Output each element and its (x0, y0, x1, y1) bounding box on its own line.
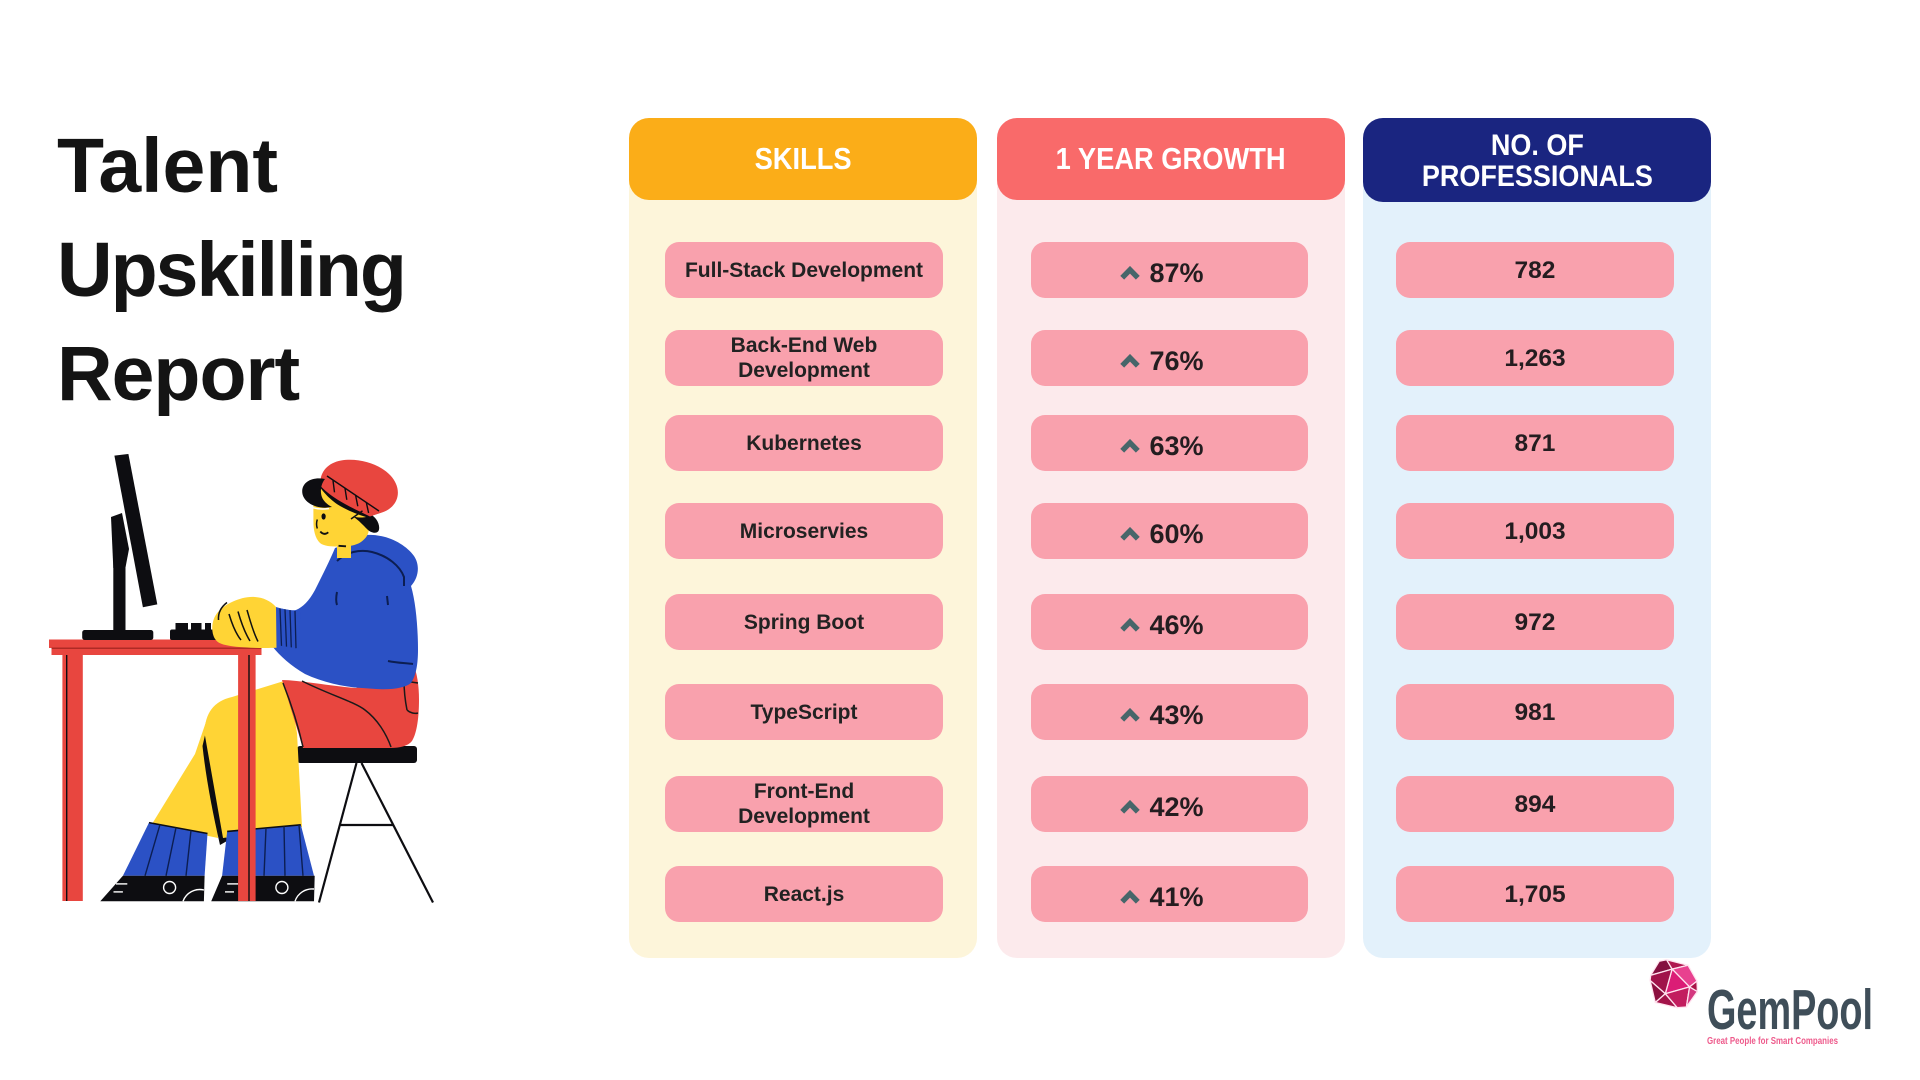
svg-text:Great People for Smart Compani: Great People for Smart Companies (1707, 1035, 1838, 1047)
svg-text:GemPool: GemPool (1707, 978, 1873, 1042)
